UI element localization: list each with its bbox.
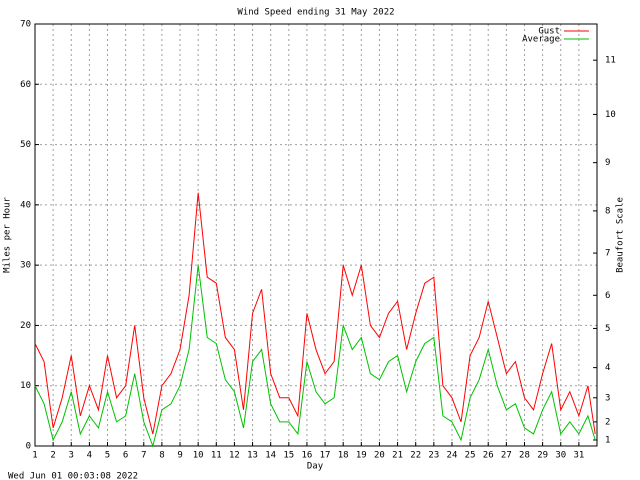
y-tick-label: 30 (20, 261, 31, 271)
y-tick-label: 40 (20, 200, 31, 210)
y2-tick-label: 11 (605, 56, 616, 66)
x-tick-label: 14 (265, 451, 276, 461)
y2-tick-label: 8 (605, 206, 610, 216)
x-tick-label: 11 (211, 451, 222, 461)
y2-tick-label: 1 (605, 435, 610, 445)
y2-tick-label: 5 (605, 324, 610, 334)
x-tick-label: 24 (447, 451, 458, 461)
x-tick-label: 5 (105, 451, 110, 461)
x-tick-label: 19 (356, 451, 367, 461)
y-tick-label: 20 (20, 321, 31, 331)
x-tick-label: 13 (247, 451, 258, 461)
x-tick-label: 6 (123, 451, 128, 461)
y2-tick-label: 2 (605, 417, 610, 427)
x-tick-label: 20 (374, 451, 385, 461)
y2-tick-label: 9 (605, 158, 610, 168)
x-tick-label: 25 (465, 451, 476, 461)
x-tick-label: 30 (555, 451, 566, 461)
x-tick-label: 27 (501, 451, 512, 461)
x-tick-label: 17 (320, 451, 331, 461)
legend-label: Average (522, 35, 560, 45)
series-line (34, 192, 596, 435)
x-tick-label: 4 (87, 451, 92, 461)
x-tick-label: 23 (428, 451, 439, 461)
y2-tick-label: 6 (605, 291, 610, 301)
x-tick-label: 16 (302, 451, 313, 461)
series-line (34, 265, 596, 448)
x-tick-label: 26 (483, 451, 494, 461)
y-tick-label: 0 (26, 442, 31, 452)
y2-tick-label: 10 (605, 110, 616, 120)
y2-tick-label: 3 (605, 393, 610, 403)
y2-tick-label: 4 (605, 363, 610, 373)
y-tick-label: 70 (20, 20, 31, 30)
x-tick-label: 10 (193, 451, 204, 461)
legend-label: Gust (538, 27, 560, 37)
x-tick-label: 15 (283, 451, 294, 461)
x-tick-label: 22 (410, 451, 421, 461)
y-tick-label: 50 (20, 140, 31, 150)
x-tick-label: 7 (141, 451, 146, 461)
footer: Wed Jun 01 00:03:08 2022 (8, 472, 138, 480)
x-tick-label: 9 (177, 451, 182, 461)
x-tick-label: 28 (519, 451, 530, 461)
x-tick-label: 29 (537, 451, 548, 461)
x-tick-label: 8 (159, 451, 164, 461)
x-axis-label: Day (307, 462, 324, 472)
y-axis-label: Miles per Hour (3, 196, 13, 272)
plot-frame (34, 23, 598, 447)
x-tick-label: 2 (50, 451, 55, 461)
chart-title: Wind Speed ending 31 May 2022 (237, 8, 394, 18)
y-tick-label: 10 (20, 381, 31, 391)
y-tick-label: 60 (20, 80, 31, 90)
x-tick-label: 1 (32, 451, 37, 461)
x-tick-label: 21 (392, 451, 403, 461)
x-tick-label: 3 (69, 451, 74, 461)
y2-tick-label: 7 (605, 249, 610, 259)
x-tick-label: 31 (573, 451, 584, 461)
x-tick-label: 12 (229, 451, 240, 461)
y2-axis-label: Beaufort Scale (616, 197, 626, 273)
x-tick-label: 18 (338, 451, 349, 461)
